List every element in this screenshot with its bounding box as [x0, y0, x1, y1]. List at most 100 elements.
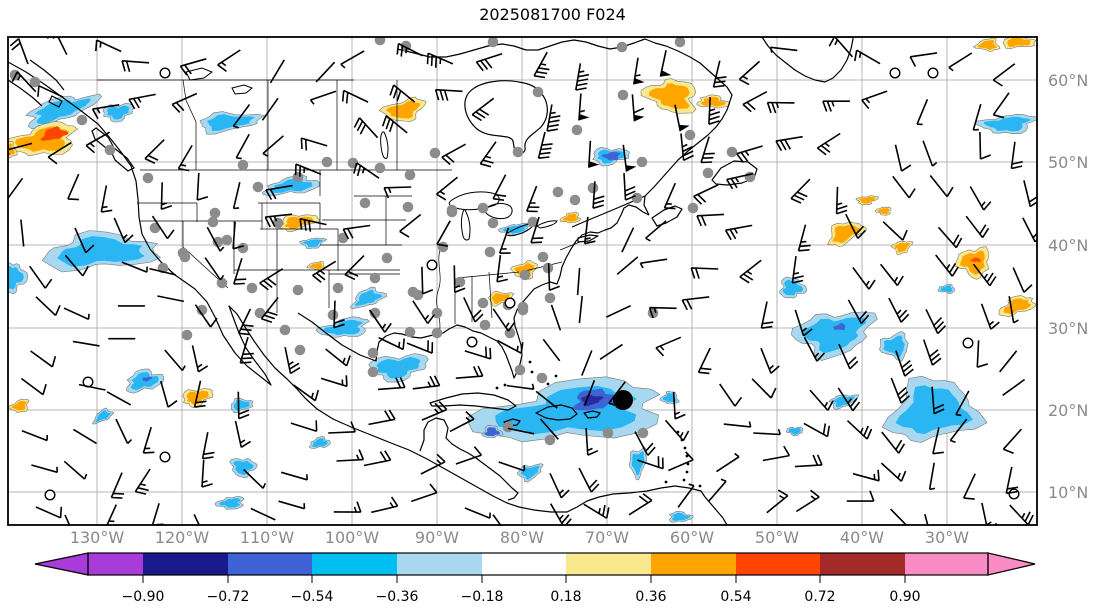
wind-barb [237, 391, 250, 420]
wind-barb [396, 42, 423, 57]
wind-barb [342, 224, 371, 240]
wind-barb [95, 39, 122, 53]
wind-barb [922, 140, 938, 167]
station-dot [512, 146, 524, 158]
wind-barb [550, 503, 572, 525]
lon-tick-label: 100°W [325, 528, 380, 547]
station-dot [221, 234, 233, 246]
wind-barb [201, 459, 213, 488]
wind-barb [852, 469, 880, 482]
wind-barb [250, 507, 276, 521]
wind-barb [794, 309, 813, 337]
station-dot [477, 202, 489, 214]
wind-barb [659, 50, 672, 77]
wind-barb [333, 300, 345, 329]
lon-tick-label: 120°W [155, 528, 210, 547]
wind-barb [581, 350, 593, 376]
station-dot [517, 304, 529, 316]
station-dot [617, 89, 629, 101]
wind-barb [269, 59, 285, 84]
colorbar-left-arrow [34, 552, 89, 576]
wind-barb [309, 90, 337, 105]
wind-barb [530, 216, 544, 244]
station-dot [636, 156, 648, 168]
wind-barb [895, 350, 914, 377]
station-dots [9, 37, 1020, 501]
wind-barb [426, 52, 454, 68]
wind-barb [353, 117, 379, 139]
wind-barb [106, 504, 118, 525]
colorbar-segment [482, 553, 566, 575]
station-dot [252, 181, 264, 193]
coastlines [8, 37, 854, 525]
wind-barb [753, 428, 781, 436]
wind-barb [72, 428, 97, 445]
wind-barb [932, 427, 944, 455]
wind-barb [259, 268, 284, 291]
wind-barb [672, 391, 686, 420]
wind-barb [278, 500, 306, 510]
wind-barb [791, 255, 804, 284]
wind-barb [999, 350, 1018, 373]
wind-barb [935, 254, 959, 277]
wind-barb [449, 411, 475, 433]
wind-barb [712, 60, 727, 88]
station-dot [487, 217, 499, 229]
wind-barb [655, 336, 682, 357]
wind-barb [110, 472, 125, 499]
station-dot [674, 37, 686, 48]
wind-barb [680, 133, 694, 162]
wind-barb [435, 176, 459, 201]
station-dot [479, 319, 491, 331]
wind-barb [578, 93, 590, 121]
calm-wind-circle [889, 67, 901, 79]
wind-barb [280, 471, 308, 481]
wind-barb [193, 380, 207, 408]
wind-barb [664, 419, 690, 442]
wind-barb [1008, 296, 1019, 324]
station-dot [536, 372, 548, 384]
wind-barb [300, 137, 328, 151]
wind-barb [160, 380, 178, 408]
station-dot [359, 197, 371, 209]
wind-barb [507, 427, 535, 435]
wind-barb [492, 308, 516, 332]
wind-barb [845, 213, 866, 239]
wind-barb [931, 386, 945, 415]
wind-barb [585, 428, 599, 456]
station-dot [369, 307, 381, 319]
wind-barb [719, 383, 743, 407]
wind-barb [742, 90, 768, 113]
wind-barb [21, 429, 48, 442]
colorbar-tick-label: −0.18 [461, 589, 504, 605]
wind-barb [113, 217, 134, 244]
colorbar: −0.90 −0.72 −0.54 −0.36 −0.18 0.18 0.36 0.54 0.7… [34, 552, 1036, 605]
calm-wind-circle [159, 451, 171, 463]
station-dot [514, 364, 526, 376]
shaded-regions [8, 37, 1037, 523]
wind-barb [243, 468, 267, 489]
station-dot [502, 421, 514, 433]
wind-barb [325, 348, 351, 367]
station-dot [216, 277, 228, 289]
wind-barb [539, 418, 559, 440]
station-dot [237, 159, 249, 171]
station-dot [149, 222, 161, 234]
station-dot [254, 307, 266, 319]
wind-barb [368, 409, 396, 426]
wind-barb [265, 184, 293, 200]
wind-barb [64, 514, 71, 525]
wind-barb [575, 63, 590, 91]
wind-barb [333, 501, 362, 513]
calm-wind-circle [1008, 488, 1020, 500]
wind-barb [121, 261, 148, 273]
wind-barb [30, 350, 57, 368]
wind-barb [235, 133, 250, 160]
wind-barb [498, 227, 511, 254]
wind-barb [479, 141, 497, 168]
wind-barb [421, 400, 448, 421]
wind-barb [790, 178, 811, 204]
wind-barb [455, 365, 484, 379]
wind-barb [677, 483, 695, 508]
